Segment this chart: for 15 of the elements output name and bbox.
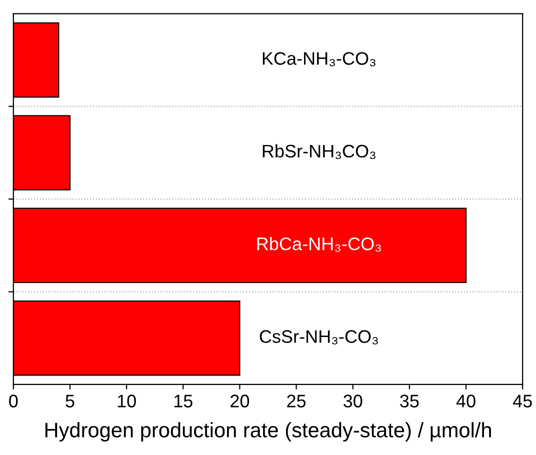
x-tick-label: 45 — [512, 394, 532, 408]
x-tick-label: 15 — [174, 394, 192, 408]
x-tick-label: 10 — [118, 394, 136, 408]
y-tick-label: CsSr-NH₃-CO₃ — [260, 330, 378, 344]
x-tick-label: 30 — [344, 394, 362, 408]
x-tick-label: 0 — [9, 394, 18, 408]
x-tick-label: 35 — [400, 394, 419, 408]
y-tick-label: RbCa-NH₃-CO₃ — [257, 237, 381, 252]
y-tick-label: KCa-NH₃-CO₃ — [262, 52, 376, 66]
x-tick-label: 5 — [66, 394, 74, 408]
x-tick-label: 25 — [287, 394, 306, 408]
x-tick-label: 20 — [230, 394, 250, 408]
x-tick-label: 40 — [456, 394, 476, 408]
x-axis-title: Hydrogen production rate (steady-state) / µmol/h — [45, 422, 491, 442]
y-tick-label: RbSr-NH₃CO₃ — [262, 144, 376, 160]
